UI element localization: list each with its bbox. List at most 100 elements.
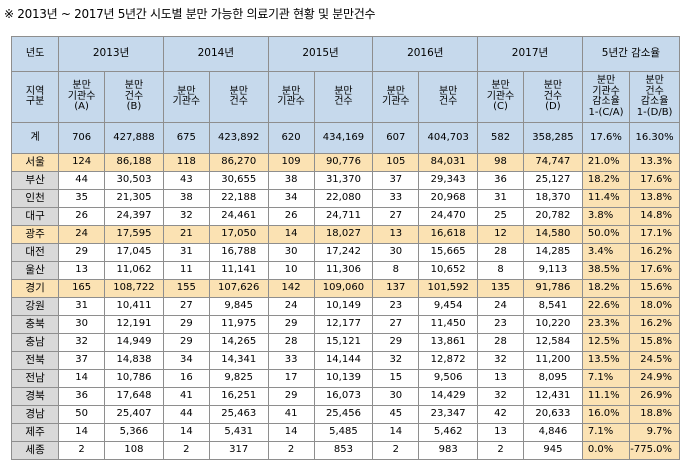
value-cell: 23 (477, 315, 524, 334)
value-cell: 11,975 (208, 315, 269, 334)
value-cell: 34 (162, 351, 210, 370)
value-cell: 30 (267, 243, 315, 262)
table-row: 충북 30 12,191 29 11,975 29 12,177 27 11,450 23 10,2… (10, 315, 680, 334)
value-cell: 317 (208, 441, 269, 460)
value-cell: 42 (477, 405, 524, 424)
value-cell: 11,200 (522, 351, 583, 370)
value-cell: 2 (477, 441, 524, 460)
sub-2017-deliveries: 분만 건수 (D) (522, 71, 583, 123)
table-row: 충남 32 14,949 29 14,265 28 15,121 29 13,861 28 12,5… (10, 333, 680, 352)
value-cell: 108,722 (104, 279, 164, 298)
value-cell: 45 (372, 405, 420, 424)
value-cell: 983 (418, 441, 479, 460)
delivery-decrease-rate: 16.2% (629, 243, 680, 262)
value-cell: 30,655 (208, 171, 269, 190)
value-cell: 5,431 (208, 423, 269, 442)
institution-decrease-rate: 18.2% (581, 279, 631, 298)
value-cell: 358,285 (522, 122, 583, 154)
value-cell: 8,541 (522, 297, 583, 316)
year-2016: 2016년 (372, 36, 479, 72)
table-row: 광주 24 17,595 21 17,050 14 18,027 13 16,618 12 14,5… (10, 225, 680, 244)
delivery-decrease-rate: 26.9% (629, 387, 680, 406)
delivery-decrease-rate: 24.9% (629, 369, 680, 388)
delivery-decrease-rate: 24.5% (629, 351, 680, 370)
institution-decrease-rate: 21.0% (581, 153, 631, 172)
value-cell: 12,431 (522, 387, 583, 406)
value-cell: 24,461 (208, 207, 269, 226)
value-cell: 17,045 (104, 243, 164, 262)
total-row: 계 706 427,888 675 423,892 620 434,169 607 404,70… (10, 122, 680, 154)
sub-2015-institutions: 분만 기관수 (267, 71, 315, 123)
value-cell: 50 (58, 405, 106, 424)
year-2013: 2013년 (58, 36, 164, 72)
value-cell: 9,506 (418, 369, 479, 388)
delivery-decrease-rate: 13.3% (629, 153, 680, 172)
delivery-decrease-rate: 16.2% (629, 315, 680, 334)
value-cell: 17,595 (104, 225, 164, 244)
value-cell: 8 (477, 261, 524, 280)
value-cell: 22,080 (313, 189, 374, 208)
table-row: 서울 124 86,188 118 86,270 109 90,776 105 84,031 98… (10, 153, 680, 172)
value-cell: 24,470 (418, 207, 479, 226)
value-cell: 90,776 (313, 153, 374, 172)
value-cell: 10,786 (104, 369, 164, 388)
value-cell: 14 (267, 225, 315, 244)
sub-header-row: 지역 구분 분만 기관수 (A) 분만 건수 (B) 분만 기관수 분만 건수 분만 기관수 분… (10, 71, 680, 123)
value-cell: 118 (162, 153, 210, 172)
region-cell: 충남 (10, 333, 60, 352)
value-cell: 24,397 (104, 207, 164, 226)
table-row: 대구 26 24,397 32 24,461 26 24,711 27 24,470 25 20,7… (10, 207, 680, 226)
year-header-row: 년도 2013년 2014년 2015년 2016년 2017년 5년간 감소율 (10, 36, 680, 72)
value-cell: 15 (372, 369, 420, 388)
value-cell: 13 (477, 369, 524, 388)
value-cell: 404,703 (418, 122, 479, 154)
value-cell: 434,169 (313, 122, 374, 154)
value-cell: 36 (58, 387, 106, 406)
value-cell: 124 (58, 153, 106, 172)
value-cell: 5,462 (418, 423, 479, 442)
value-cell: 28 (477, 243, 524, 262)
value-cell: 27 (162, 297, 210, 316)
value-cell: 27 (372, 315, 420, 334)
value-cell: 2 (372, 441, 420, 460)
value-cell: 17 (267, 369, 315, 388)
value-cell: 25,127 (522, 171, 583, 190)
institution-decrease-rate: 38.5% (581, 261, 631, 280)
value-cell: 16,788 (208, 243, 269, 262)
sub-2017-institutions: 분만 기관수 (C) (477, 71, 524, 123)
value-cell: 91,786 (522, 279, 583, 298)
region-cell: 광주 (10, 225, 60, 244)
table-row: 부산 44 30,503 43 30,655 38 31,370 37 29,343 36 25,1… (10, 171, 680, 190)
value-cell: 9,825 (208, 369, 269, 388)
value-cell: 29 (267, 315, 315, 334)
value-cell: 29 (267, 387, 315, 406)
value-cell: 20,968 (418, 189, 479, 208)
sub-2013-institutions: 분만 기관수 (A) (58, 71, 106, 123)
value-cell: 105 (372, 153, 420, 172)
region-cell: 제주 (10, 423, 60, 442)
region-cell: 경기 (10, 279, 60, 298)
value-cell: 41 (162, 387, 210, 406)
value-cell: 14 (372, 423, 420, 442)
value-cell: 8,095 (522, 369, 583, 388)
value-cell: 86,270 (208, 153, 269, 172)
value-cell: 28 (267, 333, 315, 352)
institution-decrease-rate: 12.5% (581, 333, 631, 352)
delivery-decrease-rate: 17.1% (629, 225, 680, 244)
value-cell: 14 (162, 423, 210, 442)
delivery-decrease-rate: 17.6% (629, 261, 680, 280)
value-cell: 31 (477, 189, 524, 208)
institution-decrease-rate: 11.4% (581, 189, 631, 208)
value-cell: 41 (267, 405, 315, 424)
value-cell: 12,872 (418, 351, 479, 370)
institution-decrease-rate: 11.1% (581, 387, 631, 406)
table-row: 대전 29 17,045 31 16,788 30 17,242 30 15,665 28 14,2… (10, 243, 680, 262)
value-cell: 2 (267, 441, 315, 460)
table-row: 인천 35 21,305 38 22,188 34 22,080 33 20,968 31 18,3… (10, 189, 680, 208)
value-cell: 33 (267, 351, 315, 370)
institution-decrease-rate: 17.6% (581, 122, 631, 154)
region-cell: 경북 (10, 387, 60, 406)
value-cell: 5,485 (313, 423, 374, 442)
value-cell: 9,454 (418, 297, 479, 316)
value-cell: 30,503 (104, 171, 164, 190)
